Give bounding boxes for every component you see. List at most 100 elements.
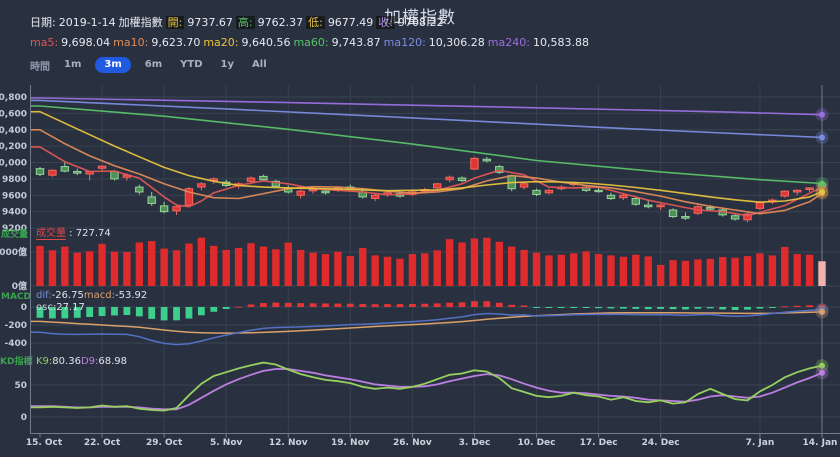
candle [668,209,678,218]
range-button-1m[interactable]: 1m [60,58,85,72]
ma10-label: ma10: [113,36,149,49]
macd-bar [458,302,466,307]
candle [470,157,479,170]
macd-bar [520,305,528,307]
volume-readout-label: 成交量 [36,228,66,240]
candle [594,189,603,193]
macd-bar [694,307,702,309]
volume-bar [359,247,367,286]
volume-bar [247,243,255,286]
svg-text:9400: 9400 [2,208,27,218]
macd-bar [222,307,230,309]
volume-bar [61,246,69,286]
range-button-1y[interactable]: 1y [217,58,238,72]
macd-histogram [36,301,826,321]
ma60-value: 9,743.87 [331,36,381,49]
macd-bar [632,307,640,309]
volume-bar [743,256,752,286]
volume-bar [805,254,814,286]
close-label: 收: [376,16,396,29]
candle [321,190,330,194]
svg-text:MACD: MACD [1,292,31,302]
volume-bar [334,251,342,286]
svg-text:3. Dec: 3. Dec [459,438,491,448]
macd-bar [160,307,168,321]
macd-bar [483,301,491,307]
ma-lines [30,97,823,217]
candle [159,205,169,213]
candle [97,165,107,169]
macd-bar [123,307,131,316]
volume-bar [197,237,206,286]
range-toolbar: 時間 1m 3m 6m YTD 1y All [30,57,271,73]
macd-bar [49,307,56,319]
volume-bar [619,256,628,286]
volume-bar [594,254,603,286]
volume-bar [470,238,479,286]
volume-bar [458,242,466,286]
volume-bar [321,254,330,286]
volume-bar [346,256,355,286]
macd-bar [272,302,280,307]
candle [73,171,82,174]
volume-bar [309,252,317,286]
range-button-3m[interactable]: 3m [95,57,131,73]
macd-bar [408,303,416,307]
macd-bar [793,305,801,307]
candle [792,189,802,193]
macd-bar [731,307,739,310]
macd-bar [173,307,180,321]
volume-bar [582,251,590,286]
macd-bar [297,303,305,307]
volume-bar [98,243,106,286]
macd-bar [446,302,454,307]
macd-bar [384,304,391,307]
macd-bar [719,307,727,310]
svg-text:29. Oct: 29. Oct [146,438,183,448]
candle [706,207,715,210]
date-label: 日期: [30,16,56,29]
macd-bar [508,304,516,307]
range-button-ytd[interactable]: YTD [176,58,206,72]
date-value: 2019-1-14 [58,16,116,29]
svg-text:0: 0 [21,413,27,423]
svg-text:10. Dec: 10. Dec [518,438,556,448]
svg-text:-400: -400 [4,339,27,349]
svg-text:17. Dec: 17. Dec [580,438,618,448]
volume-readout-sep: : [66,228,76,239]
volume-bar [545,255,553,286]
ma-line-ma20 [30,110,823,203]
candle [308,189,318,192]
svg-text:14. Jan: 14. Jan [803,438,838,448]
svg-text:10,200: 10,200 [0,142,27,152]
macd-label: macd: [83,290,116,301]
range-button-all[interactable]: All [248,58,271,72]
volume-bar [781,246,789,286]
range-button-6m[interactable]: 6m [141,58,166,72]
volume-bar [756,253,764,286]
price-axis-gridlines: 10,800 10,600 10,400 10,200 10,000 9800 9600 94… [0,93,840,234]
macd-bar [111,307,118,316]
macd-bar [98,307,106,316]
macd-bar [644,307,652,310]
ma10-value: 9,623.70 [151,36,201,49]
macd-bar [247,304,255,307]
macd-value: -53.92 [115,290,148,301]
macd-signal-line [31,311,823,334]
volume-bar [607,255,615,286]
volume-bar [36,245,44,286]
macd-bar [334,303,342,307]
ma-end-markers [815,108,829,200]
volume-bar [520,249,528,286]
ma-line-ma240 [30,97,823,116]
volume-bar [793,254,801,286]
volume-bar [259,246,268,286]
candle [519,183,529,188]
svg-text:0: 0 [21,303,27,313]
ma60-label: ma60: [293,36,329,49]
volume-bar [483,237,491,286]
volume-bar [632,254,640,286]
macd-bar [61,307,69,319]
ma-line-ma60 [30,105,823,185]
